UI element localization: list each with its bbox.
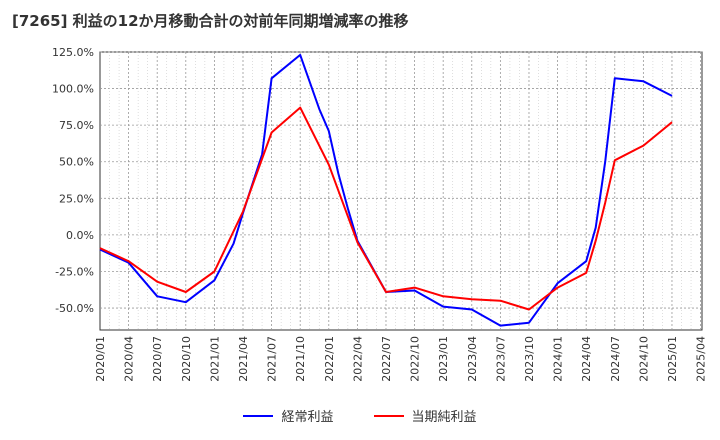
legend-item-ordinary-profit: 経常利益	[243, 406, 334, 425]
grid-lines	[100, 51, 702, 330]
legend-swatch-ordinary-profit	[243, 414, 274, 417]
x-tick-label: 2023/10	[523, 336, 536, 382]
x-tick-label: 2021/07	[266, 336, 279, 382]
x-axis: 2020/01 2020/04 2020/07 2020/10 2021/01 2021/…	[94, 336, 708, 382]
x-tick-label: 2025/01	[666, 336, 679, 382]
x-tick-label: 2020/04	[123, 336, 136, 382]
legend-swatch-net-income	[373, 414, 404, 417]
legend-item-net-income: 当期純利益	[373, 406, 477, 425]
series-layer	[99, 53, 673, 327]
x-tick-label: 2022/04	[351, 336, 364, 382]
x-tick-label: 2024/10	[637, 336, 650, 382]
y-tick-label: -25.0%	[55, 265, 94, 278]
x-tick-label: 2022/07	[380, 336, 393, 382]
x-tick-label: 2020/07	[151, 336, 164, 382]
x-tick-label: 2024/07	[609, 336, 622, 382]
chart-title: [7265] 利益の12か月移動合計の対前年同期増減率の推移	[12, 12, 409, 30]
x-tick-label: 2022/01	[323, 336, 336, 382]
y-tick-label: 100.0%	[52, 83, 94, 96]
x-tick-label: 2022/10	[409, 336, 422, 382]
x-tick-label: 2024/01	[552, 336, 565, 382]
x-tick-label: 2020/01	[94, 336, 107, 382]
y-tick-label: 50.0%	[59, 156, 94, 169]
legend-label-net-income: 当期純利益	[411, 410, 477, 425]
x-tick-label: 2025/04	[695, 336, 708, 382]
x-tick-label: 2021/01	[208, 336, 221, 382]
x-tick-label: 2023/01	[437, 336, 450, 382]
x-tick-label: 2021/04	[237, 336, 250, 382]
x-tick-label: 2024/04	[580, 336, 593, 382]
x-tick-label: 2023/04	[466, 336, 479, 382]
x-tick-label: 2021/10	[294, 336, 307, 382]
y-tick-label: 75.0%	[59, 119, 94, 132]
y-tick-label: 25.0%	[59, 192, 94, 205]
x-tick-label: 2020/10	[180, 336, 193, 382]
x-tick-label: 2023/07	[494, 336, 507, 382]
y-tick-label: -50.0%	[55, 302, 94, 315]
legend: 経常利益 当期純利益	[0, 406, 720, 425]
series-line-0	[99, 53, 673, 327]
y-tick-label: 0.0%	[66, 229, 94, 242]
legend-label-ordinary-profit: 経常利益	[281, 410, 334, 425]
y-axis: -50.0% -25.0% 0.0% 25.0% 50.0% 75.0% 100.0% 125…	[52, 46, 94, 315]
series-line-1	[99, 106, 673, 311]
y-tick-label: 125.0%	[52, 46, 94, 59]
